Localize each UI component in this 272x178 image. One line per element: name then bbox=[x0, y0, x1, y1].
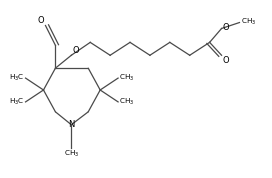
Text: O: O bbox=[38, 16, 44, 25]
Text: O: O bbox=[73, 46, 79, 55]
Text: O: O bbox=[223, 56, 230, 65]
Text: H$_3$C: H$_3$C bbox=[9, 73, 24, 83]
Text: O: O bbox=[223, 23, 230, 32]
Text: CH$_3$: CH$_3$ bbox=[240, 17, 256, 27]
Text: CH$_3$: CH$_3$ bbox=[119, 97, 134, 107]
Text: H$_3$C: H$_3$C bbox=[9, 97, 24, 107]
Text: CH$_3$: CH$_3$ bbox=[64, 148, 79, 159]
Text: CH$_3$: CH$_3$ bbox=[119, 73, 134, 83]
Text: N: N bbox=[68, 120, 75, 129]
